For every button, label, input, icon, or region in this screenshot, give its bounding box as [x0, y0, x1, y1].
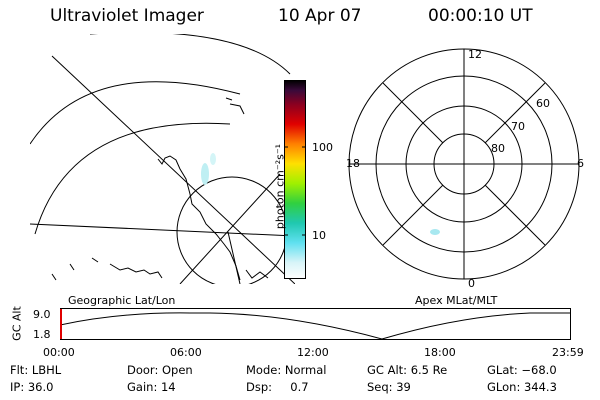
info-glon: GLon: 344.3 — [487, 380, 557, 394]
geo-grid-arc-inner — [34, 122, 231, 235]
polar-diag-se — [484, 184, 546, 246]
colorbar-tick-10: 10 — [312, 229, 326, 242]
alt-ymin: 1.8 — [33, 328, 51, 341]
geographic-label: Geographic Lat/Lon — [68, 294, 176, 307]
time-tick-2359: 23:59 — [552, 346, 584, 359]
geographic-map — [30, 34, 295, 284]
polar-aurora-patch — [430, 229, 440, 235]
geo-grid-circle — [176, 176, 288, 284]
geo-grid-arc-mid — [30, 81, 241, 145]
altitude-curve — [60, 312, 571, 340]
time-tick-0000: 00:00 — [43, 346, 75, 359]
altitude-plot — [60, 308, 571, 340]
geo-meridian-4 — [227, 231, 241, 284]
alt-axis-label: GC Alt — [10, 306, 24, 341]
coastline-east — [245, 269, 269, 279]
info-mode: Mode: Normal — [246, 363, 327, 377]
time-label: 00:00:10 UT — [428, 6, 533, 26]
alt-ymax: 9.0 — [33, 308, 51, 321]
geo-grid-arc-outer — [90, 34, 291, 75]
geo-meridian-3 — [179, 173, 281, 284]
time-tick-0600: 06:00 — [170, 346, 202, 359]
info-gc-alt: GC Alt: 6.5 Re — [367, 363, 448, 377]
mlt-label-12: 12 — [468, 48, 482, 61]
geo-meridian-1 — [30, 223, 295, 237]
mlt-label-6: 6 — [577, 157, 584, 170]
polar-mlt-plot — [348, 48, 580, 280]
apex-label: Apex MLat/MLT — [415, 294, 498, 307]
info-seq: Seq: 39 — [367, 380, 411, 394]
polar-diag-ne — [484, 82, 546, 144]
time-tick-1800: 18:00 — [424, 346, 456, 359]
mlt-label-18: 18 — [346, 157, 360, 170]
colorbar-unit-label: photon cm⁻²s⁻¹ — [273, 143, 287, 230]
info-ip: IP: 36.0 — [10, 380, 54, 394]
info-dsp: Dsp: 0.7 — [246, 380, 309, 394]
mlat-label-80: 80 — [491, 142, 505, 155]
coastline-peninsula — [157, 155, 241, 281]
polar-diag-sw — [382, 184, 444, 246]
info-glat: GLat: −68.0 — [487, 363, 557, 377]
info-door: Door: Open — [127, 363, 193, 377]
mlat-label-60: 60 — [536, 97, 550, 110]
coastline-south — [109, 263, 163, 279]
instrument-title: Ultraviolet Imager — [50, 6, 204, 26]
aurora-patch-2 — [210, 153, 216, 165]
date-label: 10 Apr 07 — [278, 6, 362, 26]
time-tick-1200: 12:00 — [297, 346, 329, 359]
intensity-colorbar — [284, 80, 306, 279]
geo-meridian-2 — [51, 55, 295, 284]
mlt-label-0: 0 — [468, 277, 475, 290]
coastline-islands — [51, 97, 245, 281]
info-gain: Gain: 14 — [127, 380, 176, 394]
aurora-patch-1 — [201, 163, 209, 185]
polar-diag-nw — [382, 82, 444, 144]
info-flt: Flt: LBHL — [10, 363, 62, 377]
colorbar-tick-100: 100 — [312, 141, 333, 154]
mlat-label-70: 70 — [511, 120, 525, 133]
